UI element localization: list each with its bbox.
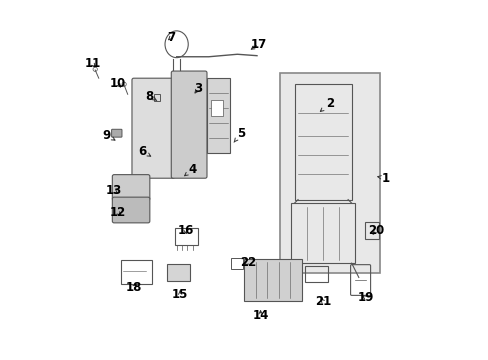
Text: 1: 1 <box>377 172 389 185</box>
Text: 12: 12 <box>109 206 125 219</box>
Text: 10: 10 <box>109 77 125 90</box>
Text: 14: 14 <box>252 309 268 322</box>
Text: 5: 5 <box>234 127 244 142</box>
Text: 4: 4 <box>184 163 197 176</box>
FancyBboxPatch shape <box>166 264 189 281</box>
FancyBboxPatch shape <box>112 175 149 201</box>
FancyBboxPatch shape <box>171 71 206 178</box>
FancyBboxPatch shape <box>206 78 230 153</box>
Text: 9: 9 <box>102 129 115 142</box>
Text: 7: 7 <box>167 31 175 44</box>
Text: 8: 8 <box>145 90 157 103</box>
Text: 15: 15 <box>172 288 188 301</box>
FancyBboxPatch shape <box>280 73 380 273</box>
Text: 11: 11 <box>84 57 101 71</box>
Text: 19: 19 <box>357 291 373 305</box>
FancyBboxPatch shape <box>112 197 149 223</box>
Text: 21: 21 <box>314 295 330 308</box>
Text: 13: 13 <box>106 184 122 197</box>
Text: 6: 6 <box>138 145 150 158</box>
Text: 16: 16 <box>177 224 193 237</box>
Text: 2: 2 <box>320 97 334 112</box>
Text: 20: 20 <box>368 224 384 237</box>
Text: 17: 17 <box>250 38 266 51</box>
FancyBboxPatch shape <box>111 129 122 137</box>
Text: 22: 22 <box>240 256 256 269</box>
FancyBboxPatch shape <box>244 258 301 301</box>
FancyBboxPatch shape <box>132 78 175 178</box>
Text: 18: 18 <box>125 281 142 294</box>
FancyBboxPatch shape <box>210 100 223 116</box>
Text: 3: 3 <box>194 82 202 95</box>
